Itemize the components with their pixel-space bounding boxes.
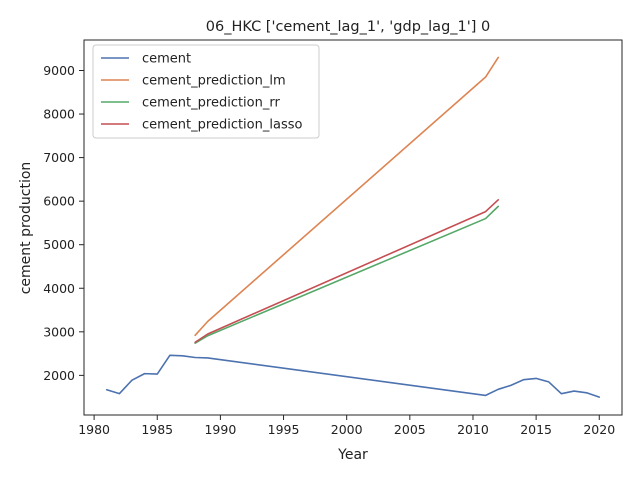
- legend-label: cement: [142, 52, 191, 67]
- chart-title: 06_HKC ['cement_lag_1', 'gdp_lag_1'] 0: [206, 19, 490, 35]
- legend-box: [92, 44, 320, 139]
- x-tick-label: 2000: [331, 422, 363, 437]
- series-line-cement: [105, 354, 601, 398]
- x-tick-label: 1980: [78, 422, 110, 437]
- axes-frame: [83, 39, 623, 416]
- legend-label: cement_prediction_rr: [142, 96, 280, 111]
- y-tick-label: 6000: [43, 194, 75, 209]
- x-tick-label: 1985: [141, 422, 173, 437]
- series-line-cement-prediction-rr: [194, 205, 500, 344]
- series-line-cement-prediction-lm: [194, 56, 500, 337]
- x-tick-label: 2010: [457, 422, 489, 437]
- x-tick-label: 2015: [520, 422, 552, 437]
- y-tick-label: 3000: [43, 324, 75, 339]
- x-tick-label: 2005: [394, 422, 426, 437]
- plot-area: 1980 1985 1990 1995 2000 2005 2010 2015 2020 2000…: [43, 39, 623, 437]
- legend-label: cement_prediction_lm: [142, 74, 286, 89]
- x-axis-title: Year: [337, 447, 368, 463]
- y-tick-label: 9000: [43, 63, 75, 78]
- x-tick-label: 1990: [204, 422, 236, 437]
- y-tick-label: 5000: [43, 237, 75, 252]
- y-tick-label: 2000: [43, 368, 75, 383]
- x-tick-label: 1995: [268, 422, 300, 437]
- series-line-cement-prediction-lasso: [194, 199, 500, 344]
- x-tick-label: 2020: [583, 422, 615, 437]
- y-tick-label: 4000: [43, 281, 75, 296]
- legend: cement cement_prediction_lm cement_predict…: [92, 44, 320, 139]
- y-axis-title: cement production: [18, 162, 34, 295]
- legend-label: cement_prediction_lasso: [142, 118, 302, 133]
- y-tick-label: 7000: [43, 150, 75, 165]
- y-tick-label: 8000: [43, 107, 75, 122]
